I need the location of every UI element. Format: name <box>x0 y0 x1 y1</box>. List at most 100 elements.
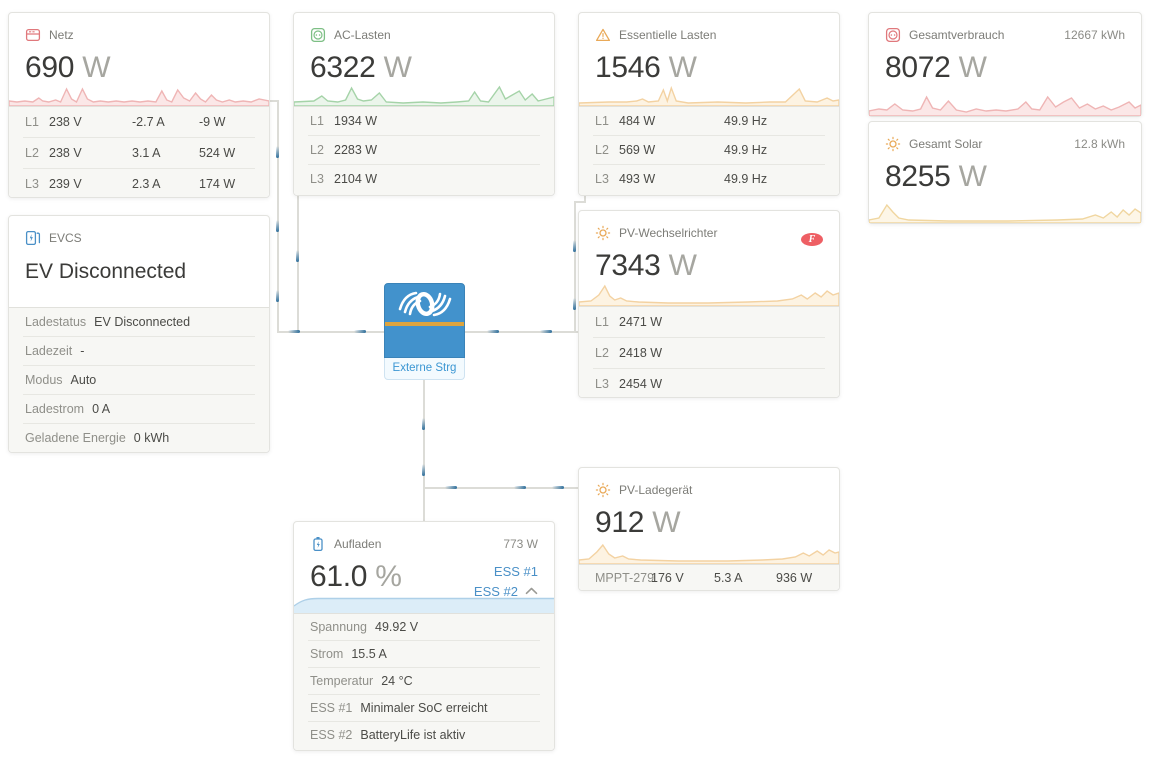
table-row: Temperatur 24 °C <box>308 667 540 694</box>
connector-ac-loads-drop <box>297 196 299 333</box>
flow-indicator <box>296 250 299 262</box>
card-title: PV-Wechselrichter <box>619 226 718 240</box>
table-cell: L1 <box>25 115 39 129</box>
consumption-socket-icon <box>885 27 901 43</box>
grid-meter-icon <box>25 28 41 42</box>
table-cell: Auto <box>70 373 97 387</box>
flow-indicator <box>540 330 552 333</box>
table-row: L2 569 W 49.9 Hz <box>593 135 825 164</box>
table-cell: BatteryLife ist aktiv <box>360 728 466 742</box>
connector-grid-stub <box>270 100 278 102</box>
inverter-block: Externe Strg <box>384 283 465 380</box>
essential-loads-sparkline <box>579 85 839 106</box>
table-row: L3 493 W 49.9 Hz <box>593 164 825 193</box>
flow-indicator <box>487 330 499 333</box>
total-consumption-sparkline <box>869 95 1141 116</box>
table-cell: 2418 W <box>619 346 663 360</box>
card-essential-loads: Essentielle Lasten 1546 W L1 484 W 49.9 Hz… <box>578 12 840 196</box>
victron-logo <box>398 291 451 317</box>
card-title: EVCS <box>49 231 82 245</box>
table-row: L3 239 V 2.3 A 174 W <box>23 168 255 197</box>
battery-soc-value: 61.0 <box>310 560 368 593</box>
flow-indicator <box>573 298 576 310</box>
chevron-up-icon[interactable] <box>525 587 538 595</box>
table-row: L2 238 V 3.1 A 524 W <box>23 137 255 168</box>
pv-charger-table: MPPT-279 176 V 5.3 A 936 W <box>579 564 839 590</box>
card-evcs: EVCS EV Disconnected Ladestatus EV Discon… <box>8 215 270 453</box>
flow-indicator <box>354 330 366 333</box>
table-cell: 24 °C <box>381 674 413 688</box>
connector-essential-drop <box>574 201 576 333</box>
table-row: L3 2454 W <box>593 368 825 397</box>
total-solar-sparkline <box>869 203 1141 223</box>
table-cell: 15.5 A <box>351 647 387 661</box>
table-cell: L1 <box>310 114 324 128</box>
flow-indicator <box>514 486 526 489</box>
table-cell: L2 <box>25 146 39 160</box>
table-cell: Ladestatus <box>25 315 87 329</box>
card-title: Gesamtverbrauch <box>909 28 1005 42</box>
ac-loads-socket-icon <box>310 27 326 43</box>
table-row: L1 1934 W <box>308 107 540 135</box>
table-cell: EV Disconnected <box>94 315 191 329</box>
flow-indicator <box>573 240 576 252</box>
connector-battery-vertical <box>423 380 425 521</box>
flow-indicator <box>422 418 425 430</box>
essential-loads-phase-table: L1 484 W 49.9 Hz L2 569 W 49.9 Hz L3 493 W 49.9 … <box>579 106 839 195</box>
table-cell: 484 W <box>619 114 656 128</box>
total-solar-energy: 12.8 kWh <box>1074 137 1125 151</box>
table-row: L2 2418 W <box>593 337 825 368</box>
table-row: Ladestrom 0 A <box>23 394 255 423</box>
ac-loads-phase-table: L1 1934 W L2 2283 W L3 2104 W <box>294 106 554 195</box>
total-consumption-power-value: 8072 <box>885 51 951 84</box>
table-cell: Ladezeit <box>25 344 73 358</box>
table-cell: 0 A <box>92 402 111 416</box>
table-cell: 2454 W <box>619 377 663 391</box>
card-battery: Aufladen 773 W 61.0 % ESS #1 ESS #2 <box>293 521 555 751</box>
ess2-link[interactable]: ESS #2 <box>473 583 518 599</box>
table-cell: 2.3 A <box>132 177 161 191</box>
evcs-status: EV Disconnected <box>25 260 187 283</box>
table-cell: L2 <box>595 346 609 360</box>
table-cell: 239 V <box>49 177 82 191</box>
table-cell: 174 W <box>199 177 236 191</box>
grid-power-value: 690 <box>25 51 75 84</box>
pv-charger-power-value: 912 <box>595 506 645 539</box>
table-row: Geladene Energie 0 kWh <box>23 423 255 452</box>
card-title: AC-Lasten <box>334 28 391 42</box>
table-cell: 2104 W <box>334 172 378 186</box>
ac-loads-sparkline <box>294 85 554 106</box>
table-cell: 238 V <box>49 115 82 129</box>
ess1-link[interactable]: ESS #1 <box>493 564 538 579</box>
table-row: Spannung 49.92 V <box>308 614 540 640</box>
table-cell: 5.3 A <box>714 571 743 585</box>
pv-inverter-phase-table: L1 2471 W L2 2418 W L3 2454 W <box>579 306 839 397</box>
table-cell: MPPT-279 <box>595 571 655 585</box>
inverter-body <box>384 283 465 358</box>
card-title: Essentielle Lasten <box>619 28 717 42</box>
card-title: Aufladen <box>334 537 382 551</box>
table-cell: 49.92 V <box>375 620 419 634</box>
table-cell: L1 <box>595 114 609 128</box>
total-consumption-energy: 12667 kWh <box>1064 28 1125 42</box>
table-cell: L3 <box>595 172 609 186</box>
flow-indicator <box>276 290 279 302</box>
table-cell: L3 <box>595 377 609 391</box>
table-cell: 238 V <box>49 146 82 160</box>
table-cell: -2.7 A <box>132 115 165 129</box>
grid-phase-table: L1 238 V -2.7 A -9 W L2 238 V 3.1 A 524 W L3 239 … <box>9 106 269 197</box>
table-row: ESS #2 BatteryLife ist aktiv <box>308 721 540 748</box>
table-cell: L1 <box>595 315 609 329</box>
table-cell: Geladene Energie <box>25 431 126 445</box>
inverter-stripe <box>385 322 464 326</box>
inverter-label[interactable]: Externe Strg <box>384 358 465 380</box>
table-row: L2 2283 W <box>308 135 540 164</box>
table-cell: 524 W <box>199 146 236 160</box>
table-row: Strom 15.5 A <box>308 640 540 667</box>
table-cell: 936 W <box>776 571 813 585</box>
battery-detail-table: Spannung 49.92 V Strom 15.5 A Temperatur 24 °… <box>294 613 554 750</box>
total-solar-power-value: 8255 <box>885 160 951 193</box>
connector-bus-right <box>464 331 579 333</box>
card-pv-charger: PV-Ladegerät 912 W MPPT-279 176 V 5.3 A 936… <box>578 467 840 591</box>
flow-indicator <box>276 220 279 232</box>
